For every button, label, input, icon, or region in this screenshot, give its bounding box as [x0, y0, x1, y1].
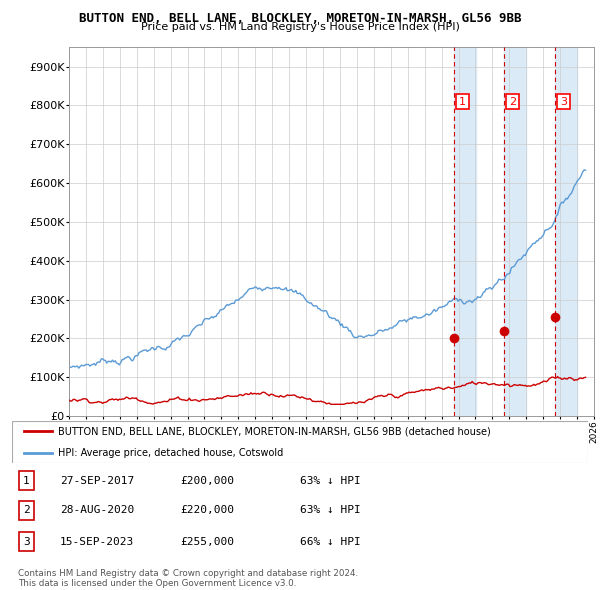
Text: 3: 3 [560, 97, 567, 107]
Text: BUTTON END, BELL LANE, BLOCKLEY, MORETON-IN-MARSH, GL56 9BB (detached house): BUTTON END, BELL LANE, BLOCKLEY, MORETON… [58, 427, 491, 436]
Text: 2: 2 [509, 97, 516, 107]
Text: £200,000: £200,000 [180, 476, 234, 486]
Bar [454, 47, 476, 416]
Text: Price paid vs. HM Land Registry's House Price Index (HPI): Price paid vs. HM Land Registry's House … [140, 22, 460, 32]
Text: 66% ↓ HPI: 66% ↓ HPI [300, 537, 361, 546]
Text: HPI: Average price, detached house, Cotswold: HPI: Average price, detached house, Cots… [58, 448, 283, 457]
Text: 28-AUG-2020: 28-AUG-2020 [60, 506, 134, 515]
Text: 27-SEP-2017: 27-SEP-2017 [60, 476, 134, 486]
Text: 1: 1 [459, 97, 466, 107]
Bar [555, 47, 577, 416]
Text: £220,000: £220,000 [180, 506, 234, 515]
Bar [504, 47, 526, 416]
Text: £255,000: £255,000 [180, 537, 234, 546]
Text: 63% ↓ HPI: 63% ↓ HPI [300, 506, 361, 515]
Text: Contains HM Land Registry data © Crown copyright and database right 2024.
This d: Contains HM Land Registry data © Crown c… [18, 569, 358, 588]
Text: 15-SEP-2023: 15-SEP-2023 [60, 537, 134, 546]
Text: 2: 2 [23, 506, 30, 515]
Text: 3: 3 [23, 537, 30, 546]
Text: 1: 1 [23, 476, 30, 486]
Text: 63% ↓ HPI: 63% ↓ HPI [300, 476, 361, 486]
Text: BUTTON END, BELL LANE, BLOCKLEY, MORETON-IN-MARSH, GL56 9BB: BUTTON END, BELL LANE, BLOCKLEY, MORETON… [79, 12, 521, 25]
